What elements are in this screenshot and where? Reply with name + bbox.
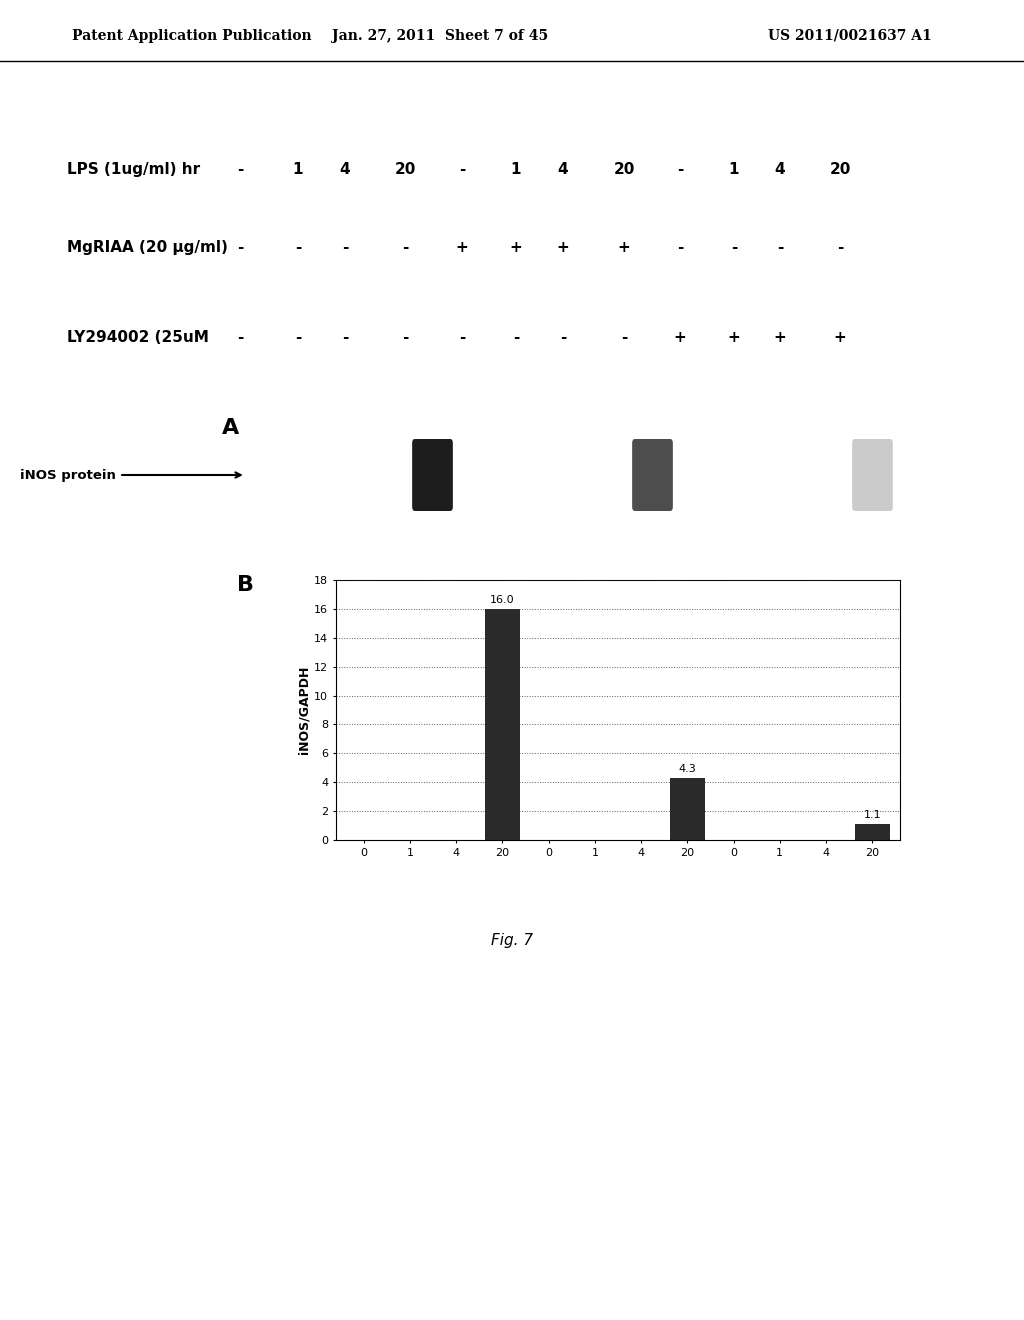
Text: B: B <box>237 576 254 595</box>
Text: +: + <box>674 330 686 346</box>
Text: Jan. 27, 2011  Sheet 7 of 45: Jan. 27, 2011 Sheet 7 of 45 <box>332 29 549 42</box>
FancyBboxPatch shape <box>632 440 673 511</box>
Text: -: - <box>237 330 243 346</box>
Text: 1.1: 1.1 <box>863 810 881 821</box>
Text: MgRIAA (20 μg/ml): MgRIAA (20 μg/ml) <box>67 240 227 255</box>
Text: 1: 1 <box>293 162 303 177</box>
Text: -: - <box>731 240 737 255</box>
Text: -: - <box>342 240 348 255</box>
Text: 4: 4 <box>340 162 350 177</box>
Text: -: - <box>777 240 783 255</box>
Text: iNOS protein: iNOS protein <box>20 469 241 482</box>
Text: 4.3: 4.3 <box>679 764 696 775</box>
Bar <box>855 824 890 840</box>
Text: -: - <box>459 330 465 346</box>
Text: +: + <box>557 240 569 255</box>
Text: 4: 4 <box>775 162 785 177</box>
Text: 1: 1 <box>511 162 521 177</box>
Y-axis label: iNOS/GAPDH: iNOS/GAPDH <box>297 665 310 754</box>
Text: LPS (1ug/ml) hr: LPS (1ug/ml) hr <box>67 162 200 177</box>
Text: Fig. 7: Fig. 7 <box>490 933 534 948</box>
Text: -: - <box>237 240 243 255</box>
Text: 20: 20 <box>394 162 416 177</box>
Text: -: - <box>401 330 409 346</box>
Text: -: - <box>401 240 409 255</box>
FancyBboxPatch shape <box>412 440 453 511</box>
Text: 20: 20 <box>613 162 635 177</box>
Text: +: + <box>728 330 740 346</box>
Text: -: - <box>677 162 683 177</box>
Text: 1: 1 <box>729 162 739 177</box>
Text: -: - <box>237 162 243 177</box>
Text: -: - <box>459 162 465 177</box>
Text: +: + <box>510 240 522 255</box>
Text: -: - <box>342 330 348 346</box>
Text: 20: 20 <box>829 162 851 177</box>
Text: -: - <box>295 330 301 346</box>
Text: A: A <box>221 418 239 438</box>
Text: -: - <box>513 330 519 346</box>
Text: -: - <box>621 330 627 346</box>
Text: US 2011/0021637 A1: US 2011/0021637 A1 <box>768 29 932 42</box>
Text: Patent Application Publication: Patent Application Publication <box>72 29 311 42</box>
Text: +: + <box>773 330 786 346</box>
FancyBboxPatch shape <box>852 440 893 511</box>
Text: +: + <box>456 240 468 255</box>
Text: -: - <box>677 240 683 255</box>
Text: +: + <box>834 330 847 346</box>
Text: -: - <box>560 330 566 346</box>
Bar <box>485 609 520 840</box>
Text: 16.0: 16.0 <box>490 595 515 606</box>
Bar <box>670 777 705 840</box>
Text: -: - <box>295 240 301 255</box>
Text: 4: 4 <box>558 162 568 177</box>
Text: LY294002 (25uM: LY294002 (25uM <box>67 330 209 346</box>
Text: +: + <box>617 240 631 255</box>
Text: -: - <box>837 240 843 255</box>
